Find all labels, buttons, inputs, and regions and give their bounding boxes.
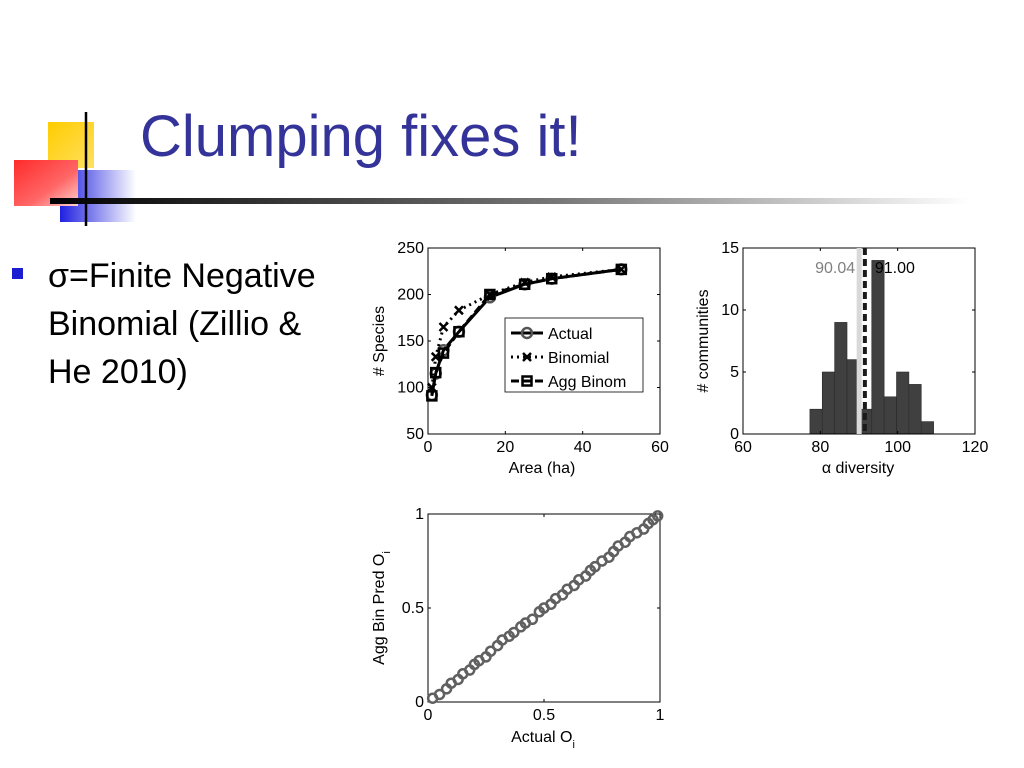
scatter-point — [484, 645, 497, 657]
title-underline — [50, 198, 970, 204]
histogram-bar — [871, 260, 885, 435]
y-tick-label: 5 — [730, 364, 739, 381]
circle-marker — [520, 326, 534, 340]
x-marker-stroke — [438, 322, 449, 332]
histogram-bar — [883, 396, 897, 435]
square-marker — [518, 278, 531, 291]
chart3-ylabel: Agg Bin Pred Oi — [371, 551, 393, 665]
chart2-xlabel: α diversity — [822, 460, 894, 477]
x-tick-label: 60 — [651, 439, 669, 456]
y-tick-label: 10 — [721, 302, 739, 319]
x-marker — [454, 305, 464, 316]
y-tick-label: 50 — [406, 426, 424, 443]
y-tick-label: 0 — [730, 426, 739, 443]
square-marker — [484, 288, 496, 301]
agg-bin-scatter: 0 0.5 1 0 0.5 1 Actual Oi Agg Bin Pred Oi — [371, 506, 665, 751]
histogram-bar — [896, 371, 910, 435]
annotation-label-gray: 90.04 — [815, 260, 855, 277]
square-marker — [453, 325, 465, 338]
histogram-bar — [809, 408, 823, 435]
scatter-point — [508, 626, 520, 639]
legend-label: Binomial — [548, 350, 609, 367]
x-tick-label: 0 — [424, 707, 433, 724]
y-tick-label: 0 — [415, 694, 424, 711]
bullet-icon — [12, 268, 23, 279]
x-tick-label: 40 — [574, 439, 592, 456]
legend-label: Agg Binom — [548, 374, 626, 391]
x-marker-stroke — [454, 305, 464, 316]
x-tick-label: 0.5 — [533, 707, 555, 724]
y-tick-label: 150 — [397, 333, 424, 350]
species-area-chart: 0 20 40 60 50 100 150 200 250 Actual Binomial Agg … — [371, 240, 669, 477]
x-marker — [438, 322, 449, 332]
square-marker — [545, 272, 558, 285]
x-marker-stroke — [522, 352, 532, 362]
bullet-text: σ=Finite Negative Binomial (Zillio & He … — [48, 252, 328, 396]
x-marker — [522, 352, 532, 362]
chart3-xlabel: Actual Oi — [511, 729, 575, 751]
slide-title: Clumping fixes it! — [140, 104, 582, 169]
x-tick-label: 0 — [424, 439, 433, 456]
chart1-ylabel: # Species — [371, 306, 388, 376]
scatter-point — [433, 688, 446, 701]
y-tick-label: 200 — [397, 287, 424, 304]
scatter-point — [526, 613, 539, 626]
square-marker — [615, 263, 628, 276]
square-marker — [429, 366, 442, 379]
annotation-label-black: 91.00 — [875, 260, 915, 277]
square-marker — [437, 347, 450, 359]
histogram-bar — [821, 371, 835, 435]
sigma-symbol: σ — [48, 257, 69, 295]
square-marker — [426, 390, 438, 402]
y-tick-label: 250 — [397, 240, 424, 257]
series-line-binomial — [430, 267, 622, 388]
bullet-body: =Finite Negative Binomial (Zillio & He 2… — [48, 257, 316, 391]
histogram-bar — [834, 322, 848, 435]
x-tick-label: 1 — [656, 707, 665, 724]
histogram-bar — [920, 421, 934, 435]
x-tick-label: 60 — [734, 439, 752, 456]
office-accent-squares-icon — [14, 112, 136, 226]
legend-label: Actual — [548, 326, 592, 343]
chart1-legend: Actual Binomial Agg Binom — [504, 317, 644, 393]
chart2-ylabel: # communities — [695, 289, 712, 392]
x-tick-label: 120 — [962, 439, 989, 456]
x-tick-label: 80 — [811, 439, 829, 456]
scatter-point — [589, 560, 601, 573]
y-tick-label: 0.5 — [402, 600, 424, 617]
x-tick-label: 100 — [884, 439, 911, 456]
histogram-bar — [908, 384, 922, 435]
square-marker — [521, 375, 533, 387]
chart1-xlabel: Area (ha) — [509, 460, 576, 477]
y-tick-label: 100 — [397, 380, 424, 397]
y-tick-label: 1 — [415, 506, 424, 523]
y-tick-label: 15 — [721, 240, 739, 257]
chart3-frame — [427, 513, 661, 703]
x-tick-label: 20 — [496, 439, 514, 456]
scatter-point — [651, 510, 664, 522]
